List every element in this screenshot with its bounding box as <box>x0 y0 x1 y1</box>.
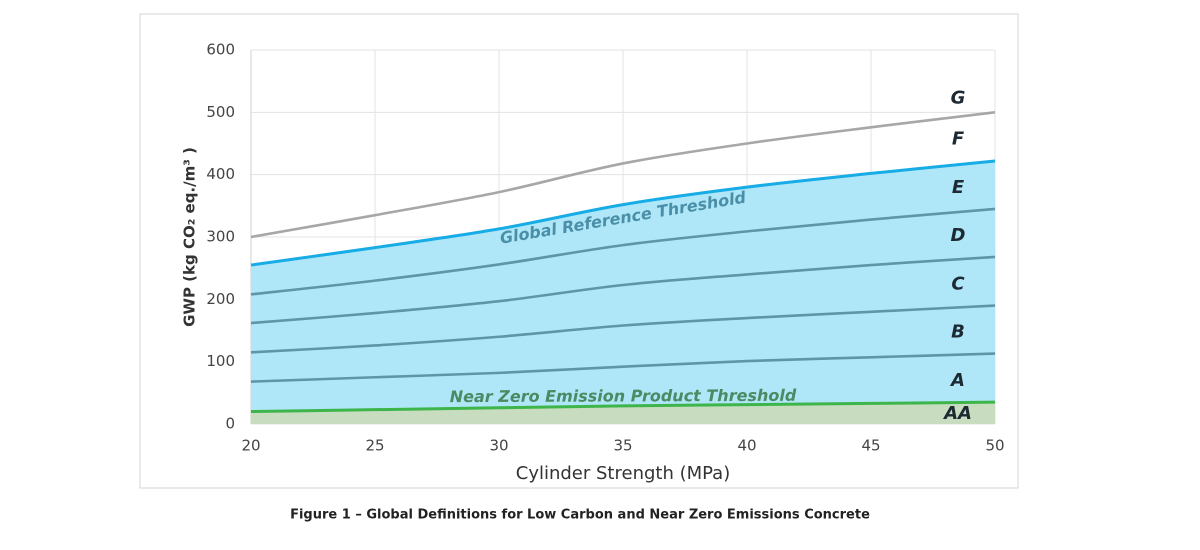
zone-label: AA <box>942 403 972 424</box>
zone-label: B <box>951 322 965 343</box>
y-tick-label: 600 <box>206 41 235 59</box>
series-line <box>250 304 996 354</box>
area <box>251 402 995 424</box>
y-tick-label: 400 <box>206 165 235 183</box>
x-tick-label: 25 <box>365 437 384 455</box>
series-line <box>250 400 996 414</box>
zone-label: D <box>951 225 966 246</box>
x-tick-label: 20 <box>241 437 260 455</box>
x-tick-label: 45 <box>861 437 880 455</box>
x-tick-label: 40 <box>737 437 756 455</box>
series-line <box>250 352 996 383</box>
threshold-annotation: Near Zero Emission Product Threshold <box>450 386 797 406</box>
zone-label: E <box>952 177 965 198</box>
y-axis-label: GWP (kg CO₂ eq./m³ ) <box>181 147 199 327</box>
x-tick-label: 35 <box>613 437 632 455</box>
y-tick-label: 300 <box>206 228 235 246</box>
series-line <box>250 111 996 239</box>
x-axis-label: Cylinder Strength (MPa) <box>516 463 731 484</box>
series-line <box>250 255 996 325</box>
x-tick-label: 50 <box>985 437 1004 455</box>
zone-label: F <box>952 129 965 150</box>
y-tick-label: 200 <box>206 290 235 308</box>
y-tick-label: 0 <box>225 415 235 433</box>
zone-label: G <box>951 87 966 108</box>
y-tick-label: 100 <box>206 352 235 370</box>
zone-label: C <box>951 273 965 294</box>
x-tick-label: 30 <box>489 437 508 455</box>
figure-caption: Figure 1 – Global Definitions for Low Ca… <box>290 508 870 523</box>
zone-label: A <box>949 370 965 391</box>
series-line <box>250 207 996 296</box>
series-line <box>250 159 996 267</box>
y-tick-label: 500 <box>206 103 235 121</box>
